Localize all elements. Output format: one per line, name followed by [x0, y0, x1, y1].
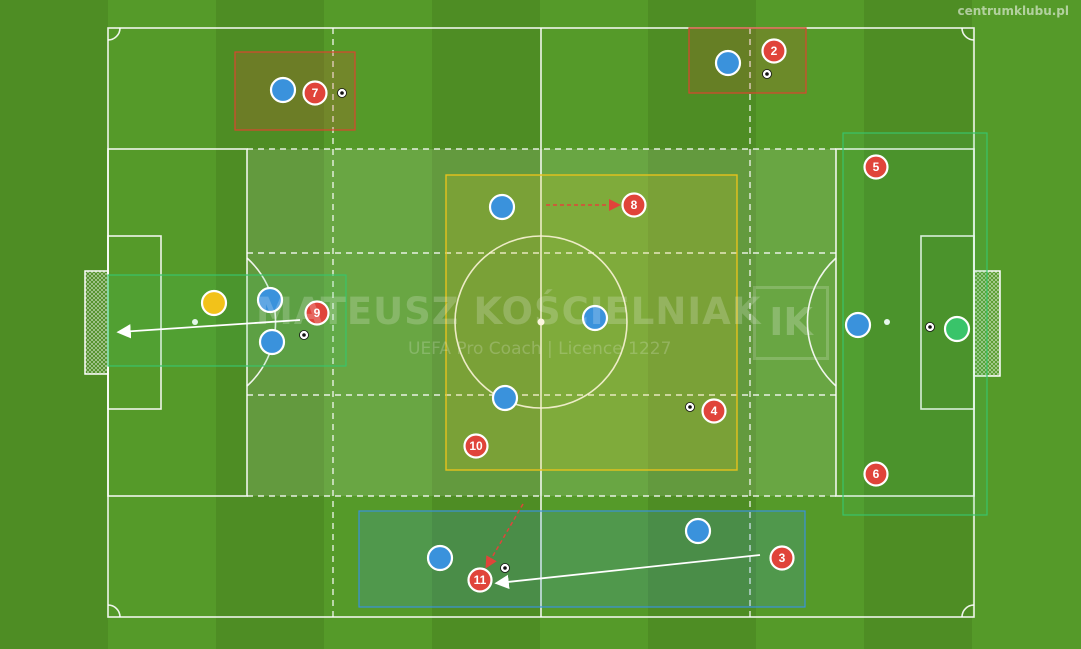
- watermark-logo: IK: [753, 286, 829, 360]
- blue-player[interactable]: [491, 384, 519, 412]
- arrow-pass-left: [116, 319, 301, 339]
- blue-player[interactable]: [581, 304, 609, 332]
- red-player-11[interactable]: 11: [467, 567, 493, 593]
- red-player-3[interactable]: 3: [769, 545, 795, 571]
- blue-player[interactable]: [714, 49, 742, 77]
- red-player-6[interactable]: 6: [863, 461, 889, 487]
- arrow-pass-bottom: [494, 554, 761, 590]
- player-number: 9: [314, 306, 321, 320]
- blue-player[interactable]: [426, 544, 454, 572]
- ball-icon: [299, 330, 309, 340]
- zone-red-top-right: [688, 27, 807, 94]
- player-number: 10: [469, 439, 483, 453]
- penalty-spot-right: [884, 319, 890, 325]
- player-number: 7: [312, 86, 319, 100]
- player-number: 11: [474, 573, 487, 587]
- player-number: 8: [631, 198, 638, 212]
- player-number: 2: [771, 44, 778, 58]
- ball-icon: [500, 563, 510, 573]
- arrow-run-11: [485, 503, 524, 569]
- blue-player[interactable]: [684, 517, 712, 545]
- red-player-10[interactable]: 10: [463, 433, 489, 459]
- blue-player[interactable]: [256, 286, 284, 314]
- red-player-9[interactable]: 9: [304, 300, 330, 326]
- ball-icon: [925, 322, 935, 332]
- zone-blue-bottom: [358, 510, 806, 608]
- goalkeeper-green[interactable]: [943, 315, 971, 343]
- red-player-7[interactable]: 7: [302, 80, 328, 106]
- ball-icon: [337, 88, 347, 98]
- player-number: 3: [779, 551, 786, 565]
- watermark-subtitle: UEFA Pro Coach | Licence 1227: [408, 339, 672, 359]
- goalkeeper-yellow[interactable]: [200, 289, 228, 317]
- red-player-2[interactable]: 2: [761, 38, 787, 64]
- blue-player[interactable]: [258, 328, 286, 356]
- blue-player[interactable]: [844, 311, 872, 339]
- blue-player[interactable]: [269, 76, 297, 104]
- ball-icon: [685, 402, 695, 412]
- player-number: 6: [873, 467, 880, 481]
- goal-left: [84, 270, 109, 375]
- balls: [299, 69, 935, 573]
- penalty-spot-left: [192, 319, 198, 325]
- blue-team: [256, 49, 872, 572]
- player-number: 4: [711, 404, 718, 418]
- zone-green-left: [107, 274, 347, 367]
- site-label[interactable]: centrumklubu.pl: [957, 4, 1069, 18]
- centre-spot: [537, 318, 545, 326]
- watermark-name: MATEUSZ KOŚCIELNIAK: [256, 290, 762, 333]
- red-player-8[interactable]: 8: [621, 192, 647, 218]
- red-team: 2 7 5 8 9 4 10: [302, 38, 889, 593]
- blue-player[interactable]: [488, 193, 516, 221]
- red-player-5[interactable]: 5: [863, 154, 889, 180]
- red-player-4[interactable]: 4: [701, 398, 727, 424]
- player-number: 5: [873, 160, 880, 174]
- ball-icon: [762, 69, 772, 79]
